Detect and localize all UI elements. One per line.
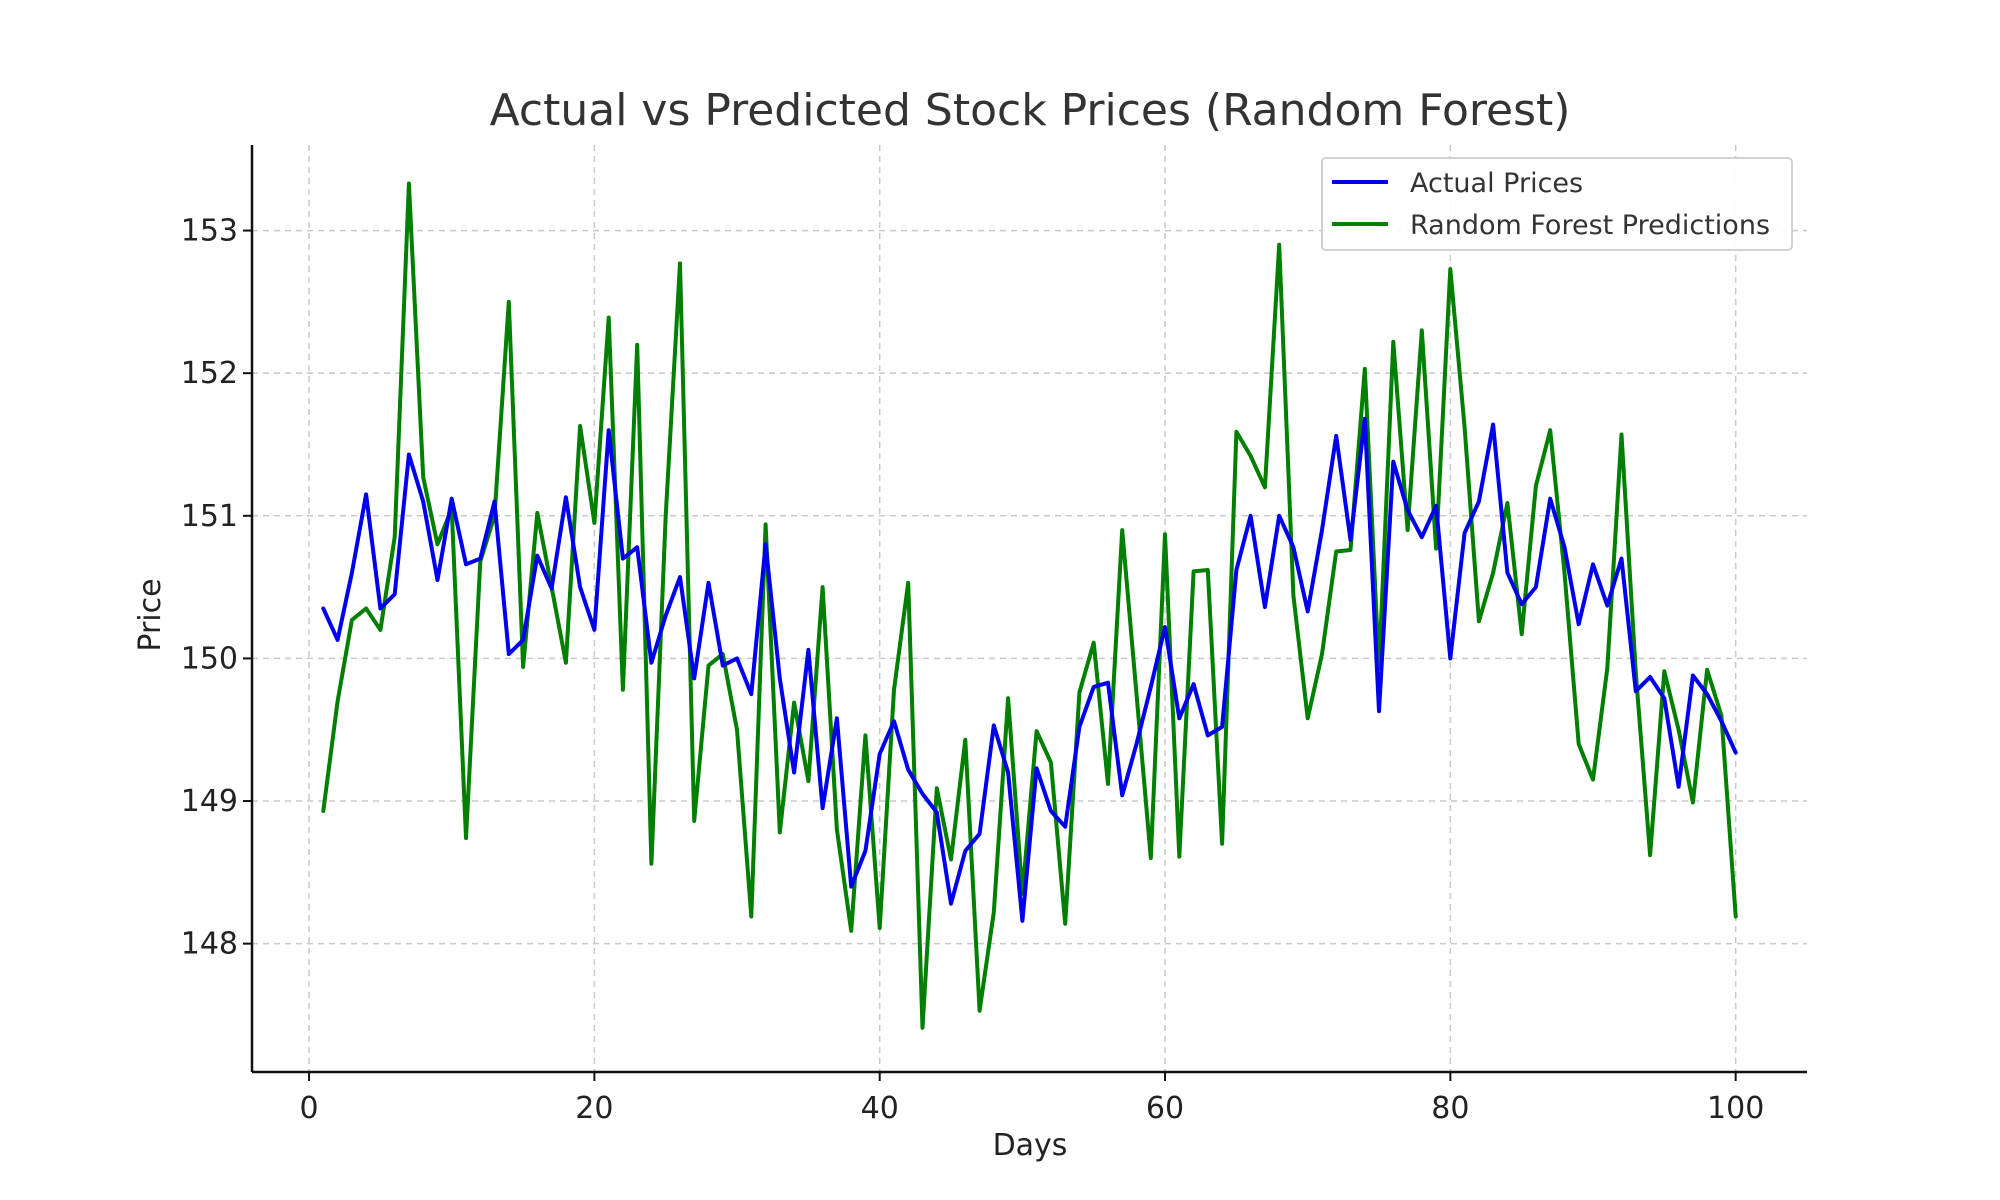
y-axis-label: Price [133,578,168,651]
legend-box [1321,157,1793,251]
y-tick-label: 148 [181,927,238,962]
x-tick-label: 80 [1431,1091,1469,1126]
x-tick-label: 40 [861,1091,899,1126]
x-tick-label: 0 [300,1091,319,1126]
series-line-random-forest-predictions [321,181,1738,1030]
x-tick-label: 20 [575,1091,613,1126]
y-tick-label: 151 [181,499,238,534]
legend-label-actual-prices: Actual Prices [1410,168,1583,199]
series-layer [321,181,1738,1030]
series-line-actual-prices [321,416,1738,923]
tick-layer: 0 20 40 60 80 100 148 149 150 151 152 153 [181,214,1765,1126]
y-tick-label: 152 [181,356,238,391]
legend: Actual Prices Random Forest Predictions [1321,157,1793,251]
x-tick-label: 60 [1146,1091,1184,1126]
x-axis-label: Days [993,1128,1068,1163]
axes-layer [250,145,1807,1074]
y-tick-label: 153 [181,214,238,249]
grid-layer [252,145,1807,1072]
legend-label-random-forest-predictions: Random Forest Predictions [1410,210,1770,241]
y-tick-label: 149 [181,784,238,819]
y-tick-label: 150 [181,641,238,676]
x-tick-label: 100 [1707,1091,1764,1126]
chart-title: Actual vs Predicted Stock Prices (Random… [490,85,1571,136]
